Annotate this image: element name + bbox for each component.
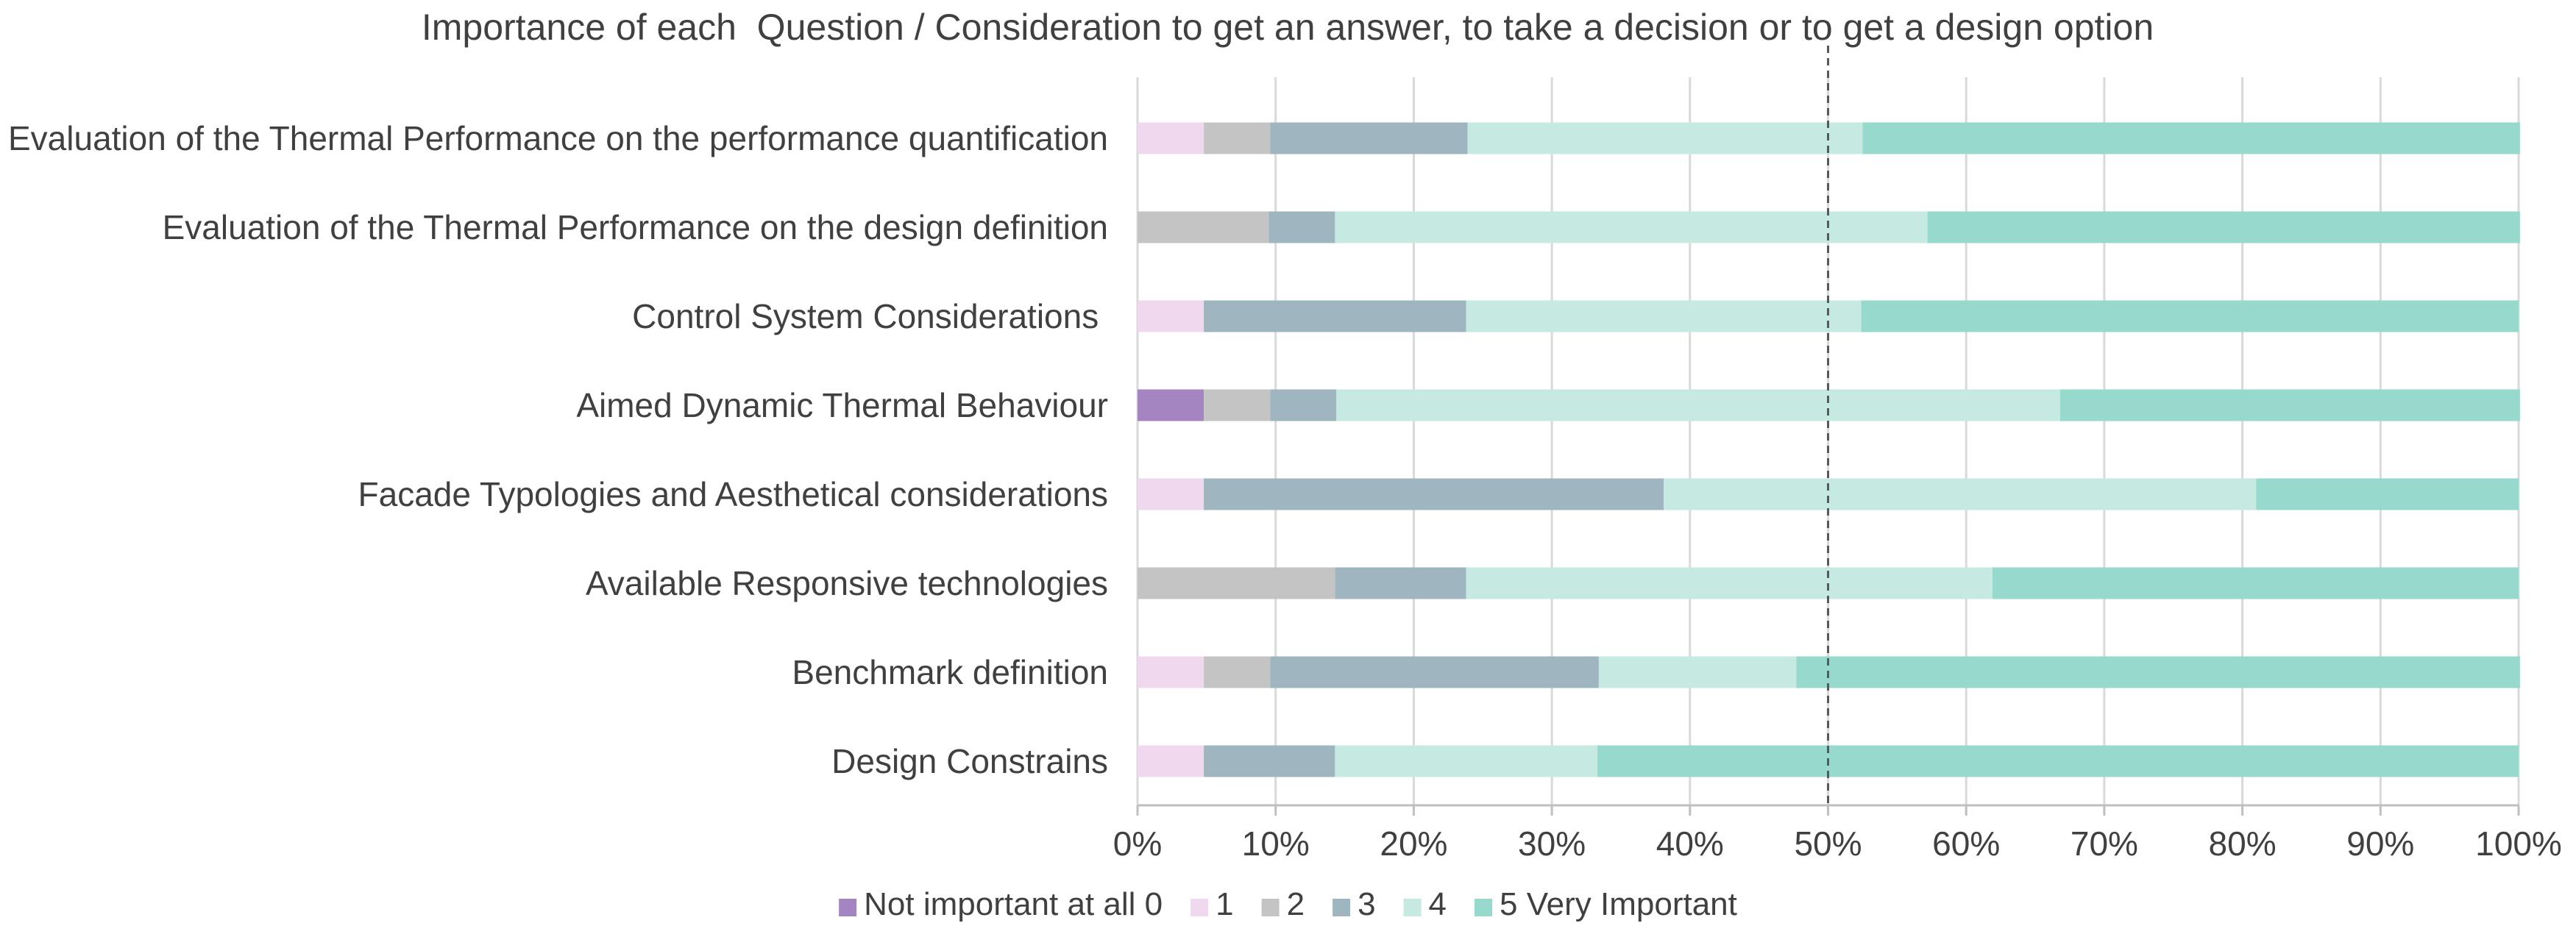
bar-segment bbox=[1796, 656, 2520, 688]
category-label: Facade Typologies and Aesthetical consid… bbox=[358, 475, 1108, 513]
legend-label: 5 Very Important bbox=[1500, 886, 1737, 922]
bar-segment bbox=[1861, 300, 2519, 332]
x-tick-label: 100% bbox=[2475, 824, 2562, 863]
legend-label: 1 bbox=[1216, 886, 1233, 922]
bar-segment bbox=[1598, 656, 1797, 688]
bar-segment bbox=[1138, 567, 1335, 599]
legend-swatch bbox=[1191, 899, 1209, 916]
x-tick-label: 50% bbox=[1794, 824, 1862, 863]
bar-segment bbox=[1138, 478, 1204, 510]
category-label: Control System Considerations bbox=[632, 297, 1108, 335]
legend-label: Not important at all 0 bbox=[864, 886, 1163, 922]
legend: Not important at all 0 1 2 3 4 5 Very Importa… bbox=[839, 886, 1737, 922]
x-tick-label: 80% bbox=[2209, 824, 2277, 863]
legend-label: 2 bbox=[1287, 886, 1305, 922]
bar-segment bbox=[1138, 389, 1204, 421]
bar-segment bbox=[1269, 211, 1335, 243]
bar-segment bbox=[1204, 300, 1466, 332]
x-tick-label: 90% bbox=[2346, 824, 2414, 863]
bar-segment bbox=[1466, 567, 1993, 599]
bar-segment bbox=[1138, 656, 1204, 688]
x-tick-label: 10% bbox=[1242, 824, 1310, 863]
category-label: Evaluation of the Thermal Performance on… bbox=[8, 119, 1108, 157]
bar-segment bbox=[1335, 745, 1598, 777]
bar-segment bbox=[1270, 389, 1337, 421]
category-label: Evaluation of the Thermal Performance on… bbox=[163, 208, 1108, 246]
legend-swatch bbox=[1261, 899, 1280, 916]
bar-segment bbox=[2059, 389, 2520, 421]
category-label: Available Responsive technologies bbox=[586, 564, 1108, 602]
x-tick-label: 20% bbox=[1380, 824, 1447, 863]
bar-segment bbox=[1862, 122, 2520, 154]
bar-segment bbox=[2256, 478, 2519, 510]
bar-segment bbox=[1927, 211, 2520, 243]
bar-segment bbox=[1204, 656, 1271, 688]
bar-segment bbox=[1597, 745, 2519, 777]
legend-label: 4 bbox=[1429, 886, 1447, 922]
bar-segment bbox=[1335, 211, 1928, 243]
bar-segment bbox=[1204, 122, 1271, 154]
legend-swatch bbox=[1333, 899, 1351, 916]
bar-segment bbox=[1204, 389, 1271, 421]
x-tick-label: 70% bbox=[2071, 824, 2138, 863]
x-tick-label: 0% bbox=[1113, 824, 1162, 863]
bar-segment bbox=[1204, 745, 1335, 777]
bar-segment bbox=[1138, 122, 1204, 154]
x-tick-label: 60% bbox=[1932, 824, 2000, 863]
bars bbox=[1138, 122, 2520, 777]
bar-segment bbox=[1335, 567, 1466, 599]
legend-swatch bbox=[839, 899, 857, 916]
legend-swatch bbox=[1475, 899, 1493, 916]
axes: 0% 10% 20% 30% 40% 50% 60% 70% 80% 90% 100% Evaluat… bbox=[8, 119, 2562, 863]
category-label: Design Constrains bbox=[831, 742, 1108, 780]
bar-segment bbox=[1138, 211, 1269, 243]
chart-title: Importance of each Question / Considerat… bbox=[422, 7, 2154, 48]
bar-segment bbox=[1336, 389, 2060, 421]
bar-segment bbox=[1270, 656, 1599, 688]
bar-segment bbox=[1138, 300, 1204, 332]
legend-label: 3 bbox=[1358, 886, 1375, 922]
x-tick-label: 40% bbox=[1656, 824, 1724, 863]
bar-segment bbox=[1467, 122, 1863, 154]
category-label: Benchmark definition bbox=[792, 653, 1108, 691]
bar-segment bbox=[1270, 122, 1468, 154]
bar-segment bbox=[1664, 478, 2257, 510]
x-tick-label: 30% bbox=[1518, 824, 1586, 863]
bar-segment bbox=[1992, 567, 2519, 599]
category-label: Aimed Dynamic Thermal Behaviour bbox=[576, 386, 1108, 424]
bar-segment bbox=[1466, 300, 1862, 332]
legend-swatch bbox=[1403, 899, 1422, 916]
bar-segment bbox=[1204, 478, 1664, 510]
bar-segment bbox=[1138, 745, 1204, 777]
